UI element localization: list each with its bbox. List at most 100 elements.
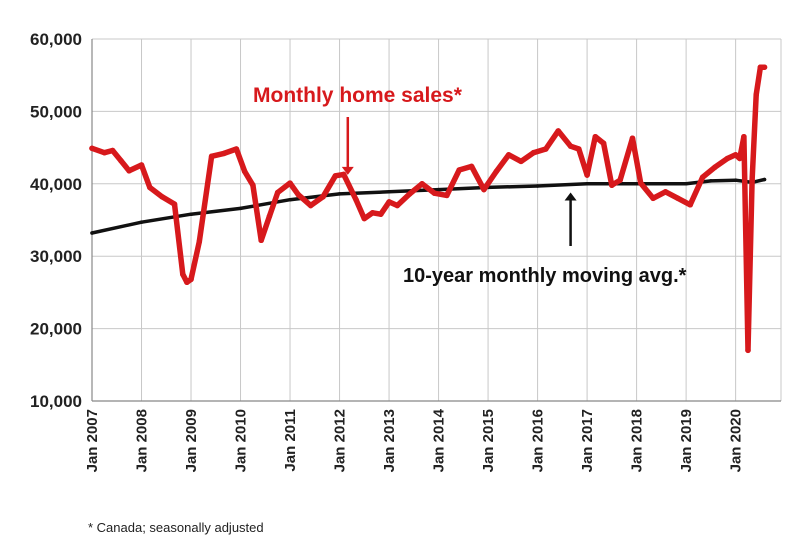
sales-point [662,189,669,195]
sales-point [196,238,203,245]
x-tick-label: Jan 2016 [530,409,547,472]
x-tick-label: Jan 2017 [579,409,596,472]
x-tick-label: Jan 2013 [381,409,398,472]
x-tick-label: Jan 2009 [183,409,200,472]
sales-point [378,211,384,217]
sales-point [675,195,681,202]
average-annotation: 10-year monthly moving avg.* [403,265,687,287]
y-tick-label: 30,000 [30,247,82,266]
sales-point [369,210,376,216]
sales-point [171,201,178,207]
average-point [288,197,292,202]
sales-point [258,237,264,244]
sales-point [394,202,401,209]
sales-point [629,135,636,141]
x-tick-label: Jan 2011 [282,409,299,472]
average-point [387,190,391,194]
sales-point [307,202,314,209]
sales-point [712,164,718,170]
average-point [238,206,243,211]
x-tick-label: Jan 2015 [480,409,497,472]
x-tick-label: Jan 2012 [332,409,349,472]
average-point [634,182,639,186]
sales-point [493,168,500,175]
sales-point [567,143,574,149]
y-tick-label: 50,000 [30,102,82,121]
sales-point [530,149,537,156]
x-tick-label: Jan 2018 [629,409,646,472]
average-arrow-head [564,192,577,201]
sales-point [147,184,153,191]
y-tick-label: 10,000 [30,392,82,411]
sales-point [250,182,256,188]
sales-point [89,145,95,152]
x-tick-label: Jan 2010 [233,409,250,472]
sales-point [444,192,450,199]
sales-point [617,177,623,183]
sales-point [761,64,768,70]
sales-point [101,149,108,156]
sales-point [468,163,475,170]
sales-line [89,64,768,354]
sales-point [221,150,227,157]
sales-point [753,91,759,98]
sales-point [749,177,755,183]
average-point [733,178,738,182]
x-tick-label: Jan 2007 [84,409,101,472]
sales-point [332,173,339,179]
average-point [585,182,589,186]
sales-point [138,162,145,168]
sales-point [340,171,347,178]
sales-point [576,146,582,152]
sales-point [518,158,524,165]
x-tick-label: Jan 2019 [678,409,695,472]
y-tick-label: 40,000 [30,175,82,194]
sales-point [188,276,194,283]
average-point [762,177,767,182]
sales-point [732,152,739,158]
sales-point [687,202,693,208]
sales-annotation: Monthly home sales* [253,84,463,107]
sales-point [505,152,512,158]
sales-point [741,133,747,140]
y-tick-label: 20,000 [30,320,82,339]
sales-point [386,199,392,205]
average-point [535,184,540,188]
sales-point [431,190,438,196]
sales-point [353,196,359,203]
sales-point [724,155,731,162]
sales-point [699,174,706,181]
x-tick-label: Jan 2008 [134,409,151,472]
sales-point [736,155,743,162]
sales-point [419,181,425,187]
sales-point [481,186,487,193]
sales-point [592,133,599,140]
sales-point [584,172,590,178]
sales-point [320,194,326,200]
sales-point [287,180,293,186]
x-tick-label: Jan 2014 [431,408,448,472]
y-tick-label: 60,000 [30,30,82,49]
sales-point [159,194,165,200]
sales-point [609,182,615,188]
sales-point [233,146,240,152]
sales-point [208,153,215,160]
sales-point [757,64,764,70]
sales-point [126,168,132,174]
sales-point [274,189,281,196]
sales-point [406,191,413,197]
sales-point [637,180,644,186]
average-point [436,187,441,192]
sales-point [745,347,751,354]
average-point [139,220,144,224]
x-tick-label: Jan 2020 [728,409,745,472]
sales-point [184,279,190,286]
footnote: * Canada; seasonally adjusted [88,520,264,535]
sales-point [361,215,368,222]
average-point [684,182,688,186]
average-point [189,212,193,216]
sales-arrow-head [341,166,354,175]
sales-point [180,271,186,278]
sales-point [600,140,607,147]
average-point [337,192,342,196]
